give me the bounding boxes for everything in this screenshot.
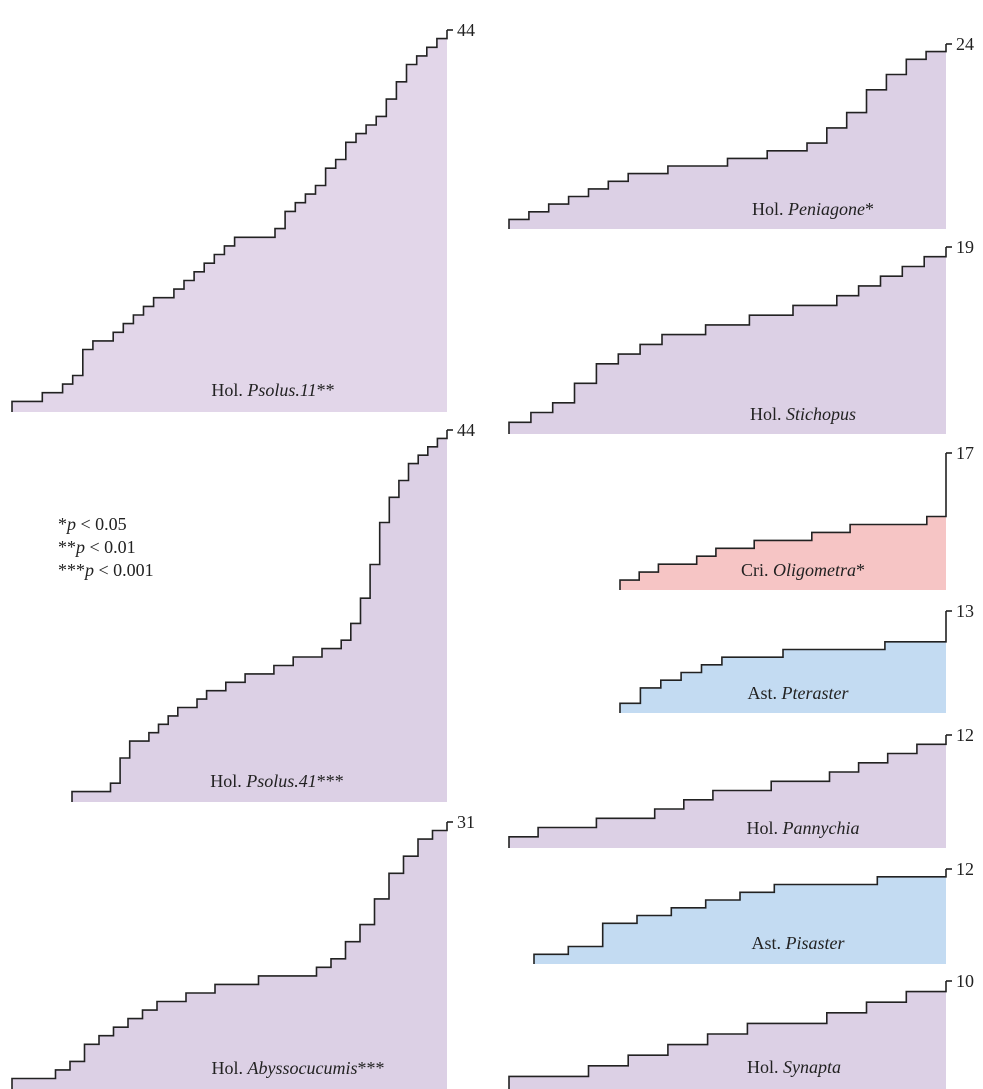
cumulative-step-line (533, 869, 947, 964)
panel-psolus-41: 44 Hol. Psolus.41*** (71, 420, 475, 802)
area-fill (12, 30, 447, 412)
panel-peniagone: 24 Hol. Peniagone* (508, 34, 974, 229)
area-fill (509, 247, 946, 434)
max-count-label: 17 (956, 443, 974, 463)
significance-line-3: ***p < 0.001 (58, 560, 154, 580)
cumulative-step-line (11, 30, 448, 412)
max-count-label: 12 (956, 859, 974, 879)
area-fill (620, 611, 946, 713)
taxon-label: Hol. Stichopus (750, 404, 856, 424)
panel-pisaster: 12 Ast. Pisaster (533, 859, 974, 964)
taxon-label: Hol. Psolus.41*** (210, 771, 344, 791)
area-fill (509, 735, 946, 848)
taxon-label: Ast. Pisaster (751, 933, 845, 953)
max-count-label: 10 (956, 971, 974, 991)
taxon-label: Hol. Synapta (747, 1057, 841, 1077)
panel-oligometra: 17 Cri. Oligometra* (619, 443, 974, 590)
max-count-label: 44 (457, 20, 475, 40)
cumulative-step-line (508, 247, 947, 434)
cumulative-step-line (11, 822, 448, 1089)
max-count-label: 44 (457, 420, 475, 440)
cumulative-step-line (508, 981, 947, 1089)
cumulative-step-line (508, 44, 947, 229)
panel-psolus-11: 44 Hol. Psolus.11** (11, 20, 475, 412)
cumulative-step-line (508, 735, 947, 848)
max-count-label: 31 (457, 812, 475, 832)
taxon-label: Cri. Oligometra* (741, 560, 865, 580)
max-count-label: 12 (956, 725, 974, 745)
panel-pannychia: 12 Hol. Pannychia (508, 725, 974, 848)
cumulative-step-line (71, 430, 448, 802)
max-count-label: 13 (956, 601, 974, 621)
area-fill (12, 822, 447, 1089)
panel-abyssocucumis: 31 Hol. Abyssocucumis*** (11, 812, 475, 1089)
taxon-label: Hol. Psolus.11** (211, 380, 334, 400)
panel-pteraster: 13 Ast. Pteraster (619, 601, 974, 713)
taxon-label: Hol. Pannychia (747, 818, 860, 838)
area-fill (620, 453, 946, 590)
max-count-label: 24 (956, 34, 974, 54)
cumulative-step-line (619, 453, 947, 590)
taxon-label: Ast. Pteraster (747, 683, 849, 703)
taxon-label: Hol. Peniagone* (752, 199, 874, 219)
area-fill (509, 44, 946, 229)
area-fill (509, 981, 946, 1089)
significance-line-2: **p < 0.01 (58, 537, 136, 557)
area-fill (72, 430, 447, 802)
taxon-label: Hol. Abyssocucumis*** (212, 1058, 385, 1078)
max-count-label: 19 (956, 237, 974, 257)
significance-line-1: *p < 0.05 (58, 514, 127, 534)
significance-legend: *p < 0.05 **p < 0.01 ***p < 0.001 (58, 513, 154, 582)
area-fill (534, 869, 946, 964)
panel-stichopus: 19 Hol. Stichopus (508, 237, 974, 434)
cumulative-step-line (619, 611, 947, 713)
panel-synapta: 10 Hol. Synapta (508, 971, 974, 1089)
